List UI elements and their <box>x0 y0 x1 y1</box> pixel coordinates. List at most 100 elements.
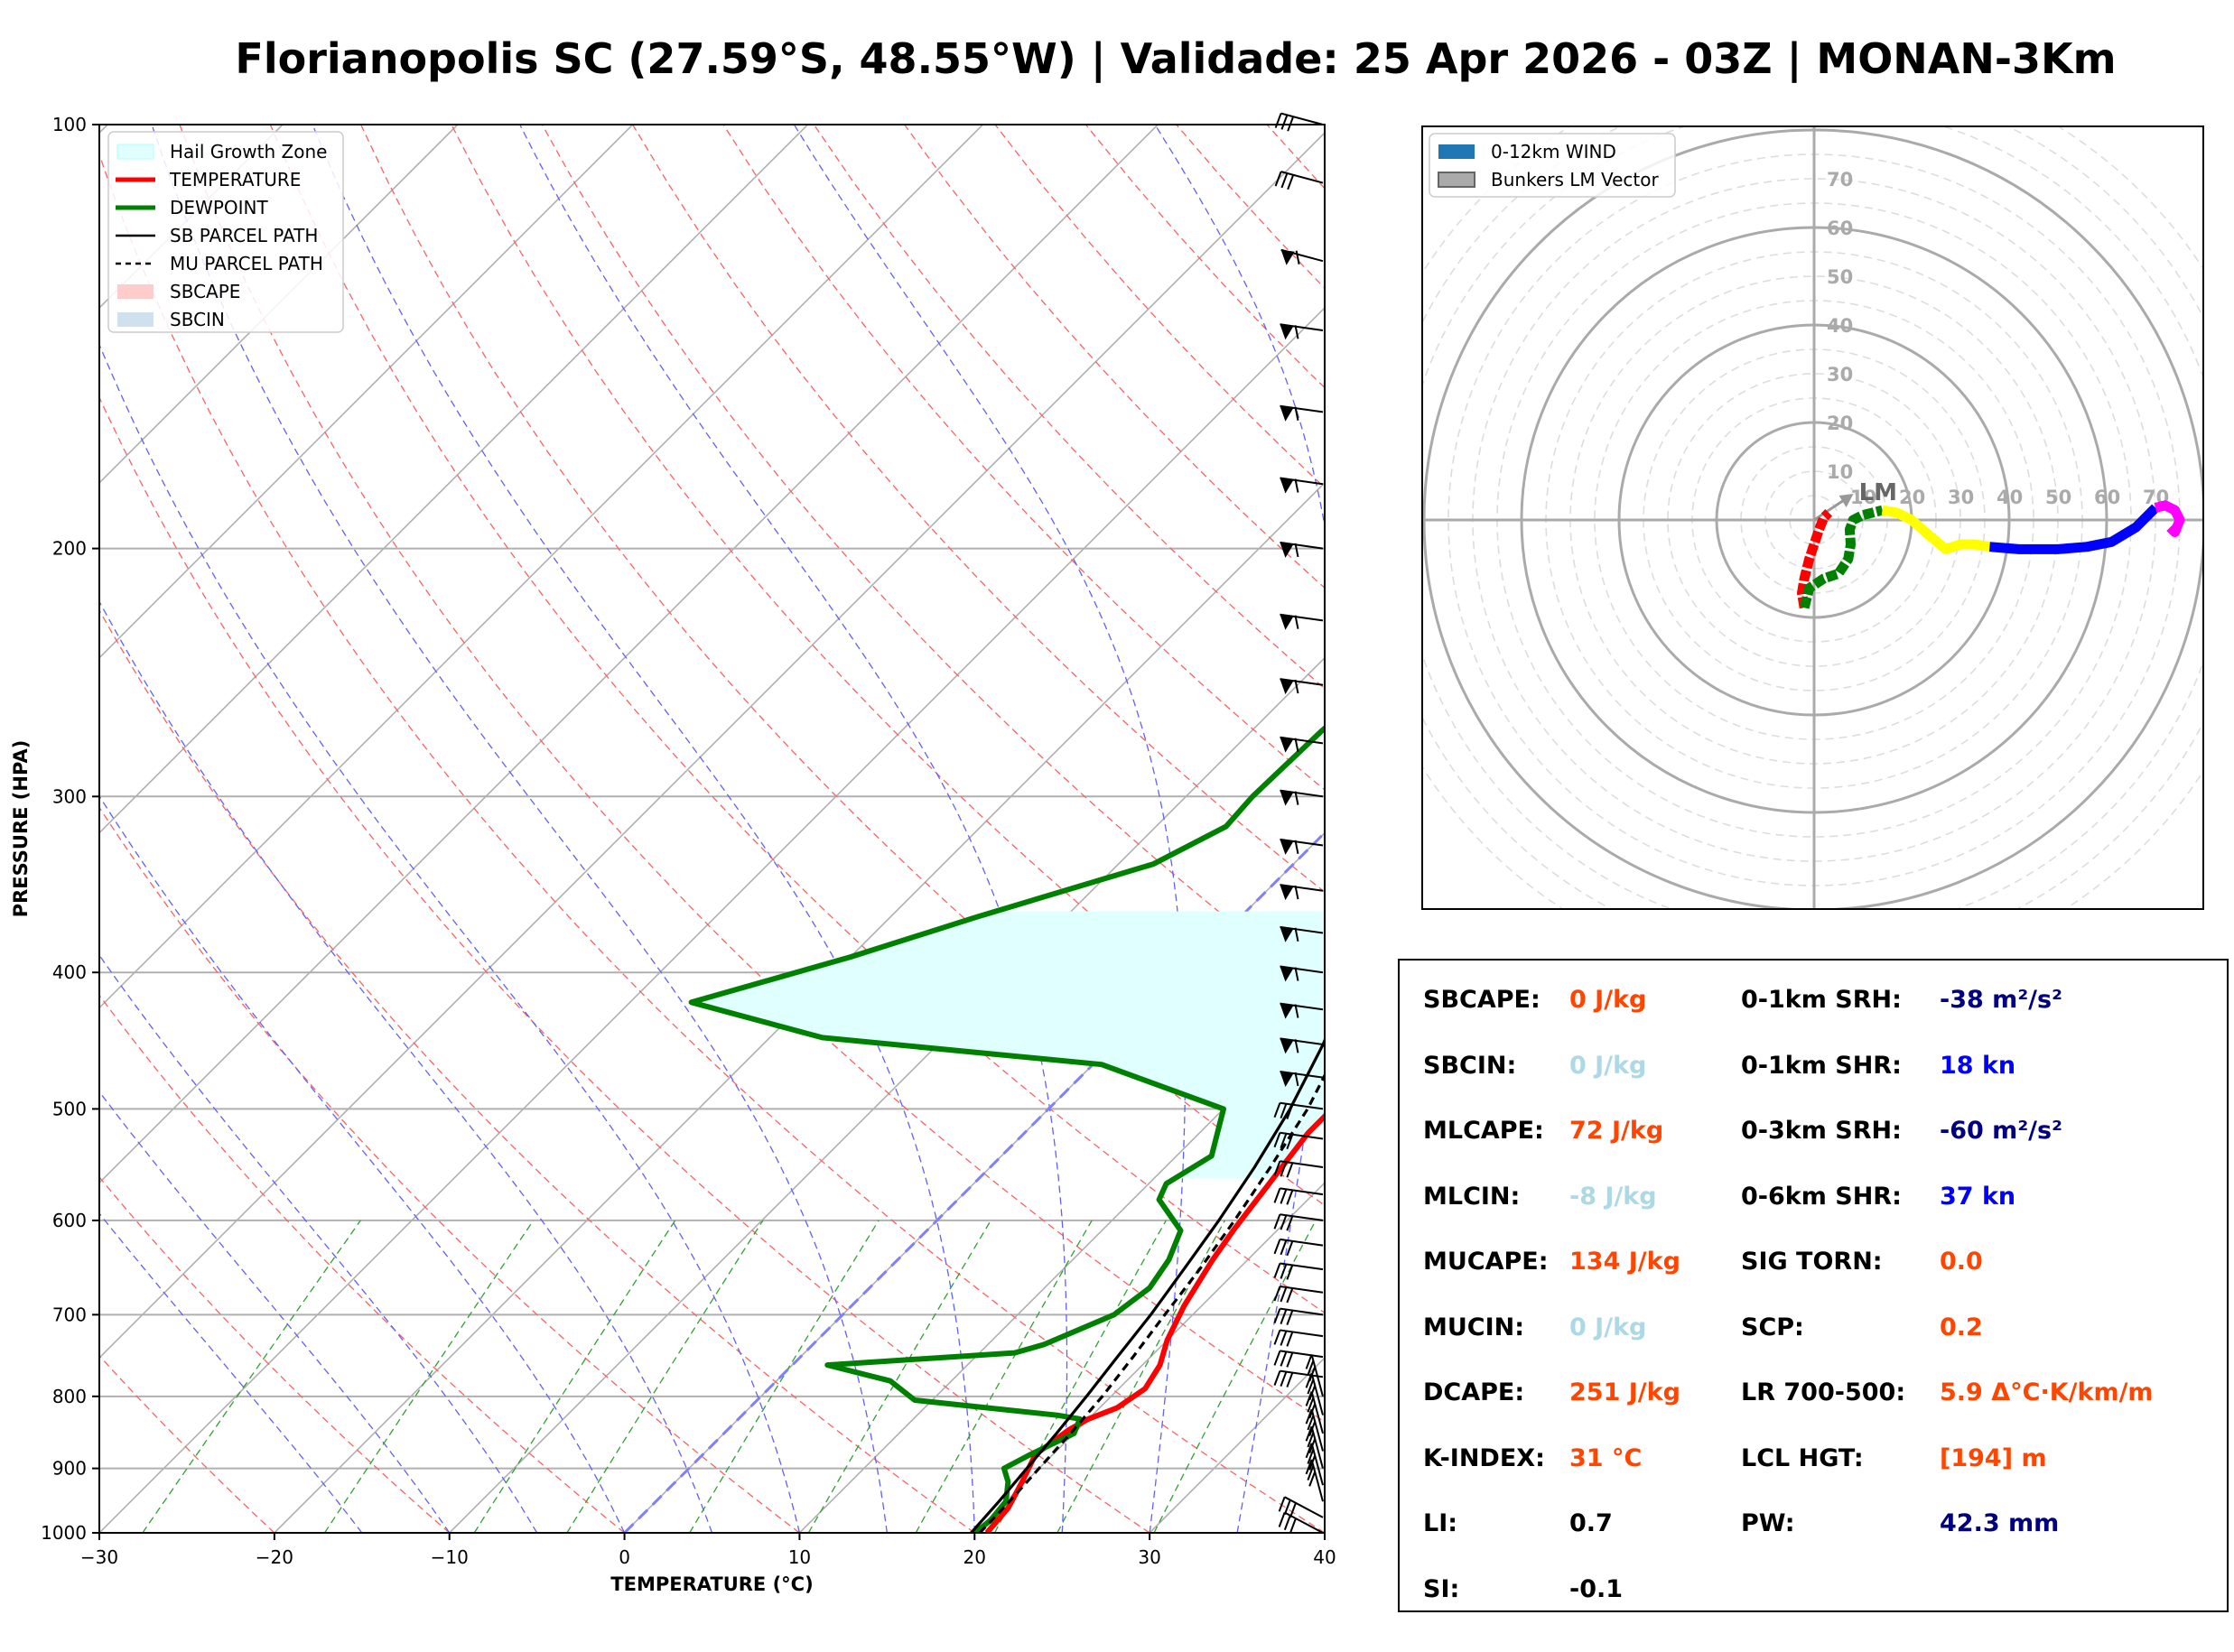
param-label: 0-6km SHR: <box>1741 1182 1902 1211</box>
barb-flag <box>1294 406 1299 421</box>
param-label: SI: <box>1423 1574 1460 1603</box>
wind-barb <box>1280 884 1324 901</box>
wind-barb <box>1280 678 1324 695</box>
barb-flag <box>1308 1471 1317 1487</box>
barb-flag <box>1294 927 1299 942</box>
param-label: MUCIN: <box>1423 1313 1525 1341</box>
barb-staff <box>1280 1213 1324 1221</box>
barb-flag <box>1273 1330 1281 1345</box>
barb-flag <box>1287 174 1295 190</box>
barb-flag <box>1273 1285 1281 1302</box>
legend-label-sbcin: SBCIN <box>170 309 225 330</box>
barb-flag <box>1280 1371 1288 1387</box>
barb-flag <box>1307 1449 1315 1464</box>
dry-adiabat <box>722 125 1325 791</box>
dry-adiabat <box>632 125 1325 893</box>
param-value: -38 m²/s² <box>1940 986 2062 1014</box>
barb-flag <box>1273 1239 1281 1255</box>
ring-label-horizontal: 40 <box>1997 487 2023 508</box>
barb-flag <box>1280 1103 1288 1119</box>
barb-staff <box>1280 1131 1324 1140</box>
parameters-panel: SBCAPE: 0 J/kg SBCIN: 0 J/kg MLCAPE: 72 J/kg M… <box>1398 959 2229 1612</box>
barb-staff <box>1280 1307 1324 1316</box>
param-label: DCAPE: <box>1423 1378 1525 1406</box>
barb-flag <box>1278 1496 1286 1512</box>
wind-barb <box>1280 477 1324 494</box>
legend-box <box>107 131 344 333</box>
legend-swatch-wind <box>1438 144 1475 159</box>
wind-barb <box>1273 1131 1324 1150</box>
wind-barb <box>1273 1238 1324 1257</box>
isotherm--20 <box>274 481 1325 1533</box>
y-tick-label: 100 <box>52 114 87 135</box>
barb-flag <box>1305 1425 1313 1442</box>
barb-staff <box>1280 1101 1324 1110</box>
param-label: SCP: <box>1741 1313 1804 1341</box>
barb-staff <box>1280 1262 1324 1271</box>
barb-flag <box>1305 1408 1313 1425</box>
barb-flag <box>1289 1517 1297 1534</box>
barb-flag <box>1294 478 1299 493</box>
param-label: 0-1km SHR: <box>1741 1051 1902 1080</box>
barb-pennant <box>1280 614 1294 630</box>
wind-barb <box>1280 613 1324 630</box>
isotherm--10 <box>449 656 1325 1533</box>
barb-pennant <box>1280 966 1294 982</box>
barb-pennant <box>1280 737 1294 753</box>
barb-flag <box>1307 1415 1315 1431</box>
wind-barb <box>1273 1285 1324 1304</box>
barb-pennant <box>1280 542 1294 558</box>
wind-barb <box>1280 789 1324 806</box>
barb-flag <box>1273 1263 1281 1278</box>
wind-barb <box>1280 736 1324 753</box>
param-value: -60 m²/s² <box>1940 1117 2062 1145</box>
wind-barb <box>1280 248 1324 265</box>
barb-flag <box>1273 1102 1281 1118</box>
param-value: 0 J/kg <box>1569 1051 1647 1080</box>
dry-adiabat <box>99 806 800 1533</box>
barb-staff <box>1280 1350 1324 1359</box>
wind-barb <box>1273 1160 1324 1178</box>
wind-barb <box>1273 1329 1324 1347</box>
x-tick-label: −30 <box>80 1546 118 1568</box>
wind-barb <box>1278 1511 1324 1534</box>
hodograph-segment <box>1797 509 1833 609</box>
param-label: SIG TORN: <box>1741 1248 1883 1276</box>
wind-barb <box>1305 1459 1324 1502</box>
mixing-ratio-line <box>142 1220 361 1533</box>
skew-t-chart: −30 −20 −10 0 10 20 30 40 100 200 300 400 500 600 700 8… <box>10 112 1336 1595</box>
wind-barb <box>1280 404 1324 422</box>
barb-pennant <box>1280 249 1295 265</box>
barb-flag <box>1286 1332 1294 1347</box>
param-label: K-INDEX: <box>1423 1443 1545 1472</box>
barb-staff <box>1280 1238 1324 1247</box>
ring-label-vertical: 50 <box>1827 266 1853 288</box>
legend-label-mu-parcel-path: MU PARCEL PATH <box>170 253 323 274</box>
barb-pennant <box>1280 790 1294 806</box>
barb-flag <box>1307 1397 1315 1413</box>
barb-flag <box>1305 1354 1313 1369</box>
hail-growth-zone <box>691 911 1325 1179</box>
barb-flag <box>1294 325 1299 339</box>
lm-arrowhead <box>1838 493 1854 507</box>
ring-label-vertical: 60 <box>1827 218 1853 239</box>
barb-flag <box>1283 1515 1291 1531</box>
isotherm--60 <box>99 125 983 1009</box>
wind-barb <box>1273 1187 1324 1205</box>
barb-pennant <box>1280 839 1294 855</box>
param-label: SBCAPE: <box>1423 986 1541 1014</box>
legend-swatch-lm <box>1438 172 1475 188</box>
wind-barb <box>1280 1037 1324 1054</box>
hodograph-segment <box>1799 505 1884 609</box>
legend-label-wind: 0-12km WIND <box>1491 141 1616 162</box>
barb-flag <box>1294 543 1299 558</box>
barb-flag <box>1305 1443 1313 1459</box>
dry-adiabat <box>179 125 1325 1423</box>
legend-swatch-sbcin <box>117 312 154 327</box>
dry-adiabat <box>99 994 626 1533</box>
barb-flag <box>1280 1351 1288 1367</box>
wind-barb <box>1273 1213 1324 1231</box>
moist-adiabat <box>99 1091 451 1533</box>
hodograph-segment <box>1881 505 1991 554</box>
moist-adiabat <box>312 125 975 1533</box>
